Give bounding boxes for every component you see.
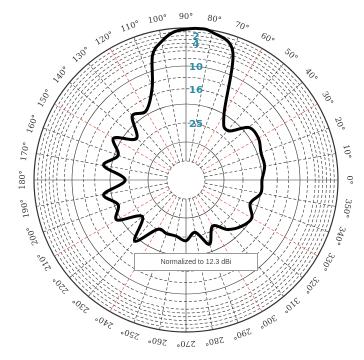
angle-label: 300° <box>257 313 278 330</box>
spoke-line <box>200 82 303 169</box>
spoke-line <box>54 189 170 257</box>
spoke-line <box>203 127 329 174</box>
angle-label: 270° <box>176 339 195 348</box>
angle-label: 140° <box>51 65 70 86</box>
angle-label: 250° <box>119 326 140 341</box>
angle-label: 60° <box>259 31 276 46</box>
spoke-line <box>69 191 172 278</box>
ring-labels: 24 10 16 25 <box>189 32 203 130</box>
pattern-trace <box>102 26 267 246</box>
spoke-line <box>36 153 168 177</box>
angle-label: 90° <box>179 12 193 21</box>
angle-label: 320° <box>302 275 321 296</box>
spoke-line <box>202 189 318 257</box>
spoke-line <box>43 127 169 174</box>
angle-label: 10° <box>341 144 352 160</box>
spoke-line <box>88 194 175 297</box>
angle-label: 350° <box>341 198 353 219</box>
ring-label: 16 <box>189 85 203 96</box>
ring-label: 25 <box>189 119 203 130</box>
spoke-line <box>54 103 170 171</box>
angle-label: 230° <box>71 296 92 315</box>
spoke-line <box>200 191 303 278</box>
angle-label: 330° <box>319 251 336 272</box>
angle-label: 210° <box>36 251 53 272</box>
angle-label: 310° <box>281 296 302 315</box>
angle-label: 200° <box>25 225 40 246</box>
grid-circle <box>166 160 206 200</box>
angle-label: 280° <box>204 335 225 347</box>
angle-label: 170° <box>19 141 31 162</box>
angle-label: 160° <box>25 113 40 134</box>
spoke-line <box>189 30 213 162</box>
spoke-line <box>204 153 336 177</box>
spoke-line <box>109 48 177 164</box>
angle-label: 340° <box>332 225 347 246</box>
normalization-note: Normalized to 12.3 dBi <box>134 253 258 271</box>
angle-label: 120° <box>94 30 115 47</box>
normalization-note-text: Normalized to 12.3 dBi <box>160 258 232 266</box>
spoke-line <box>195 48 263 164</box>
angle-label: 220° <box>51 275 70 296</box>
spoke-line <box>88 63 175 166</box>
angle-label: 50° <box>283 47 300 63</box>
angle-label: 290° <box>231 326 252 341</box>
spoke-line <box>43 186 169 233</box>
angle-label: 240° <box>94 313 115 330</box>
angle-label: 260° <box>147 335 168 347</box>
angle-label: 30° <box>320 90 335 107</box>
angle-label: 130° <box>71 45 92 64</box>
angle-label: 180° <box>18 170 27 189</box>
angle-label: 150° <box>36 88 53 109</box>
spoke-line <box>36 183 168 207</box>
spoke-line <box>69 82 172 169</box>
spoke-line <box>204 183 336 207</box>
angle-label: 40° <box>303 67 319 84</box>
radial-spokes <box>34 28 338 332</box>
spoke-line <box>133 37 180 163</box>
ring-label: 2 <box>193 32 200 43</box>
angle-label: 0° <box>345 175 354 184</box>
spoke-line <box>203 186 329 233</box>
angle-label: 20° <box>333 116 346 132</box>
spoke-line <box>197 194 284 297</box>
angle-label: 190° <box>19 198 31 219</box>
spoke-line <box>202 103 318 171</box>
ring-label: 4 <box>193 39 200 50</box>
angle-label: 100° <box>147 13 168 25</box>
spoke-line <box>192 37 239 163</box>
spoke-line <box>159 30 183 162</box>
ring-label: 10 <box>189 62 203 73</box>
pattern-trace-layer <box>102 26 267 246</box>
angle-label: 70° <box>234 20 250 33</box>
angle-label: 110° <box>119 19 140 34</box>
angle-label: 80° <box>207 13 223 24</box>
spoke-line <box>197 63 284 166</box>
